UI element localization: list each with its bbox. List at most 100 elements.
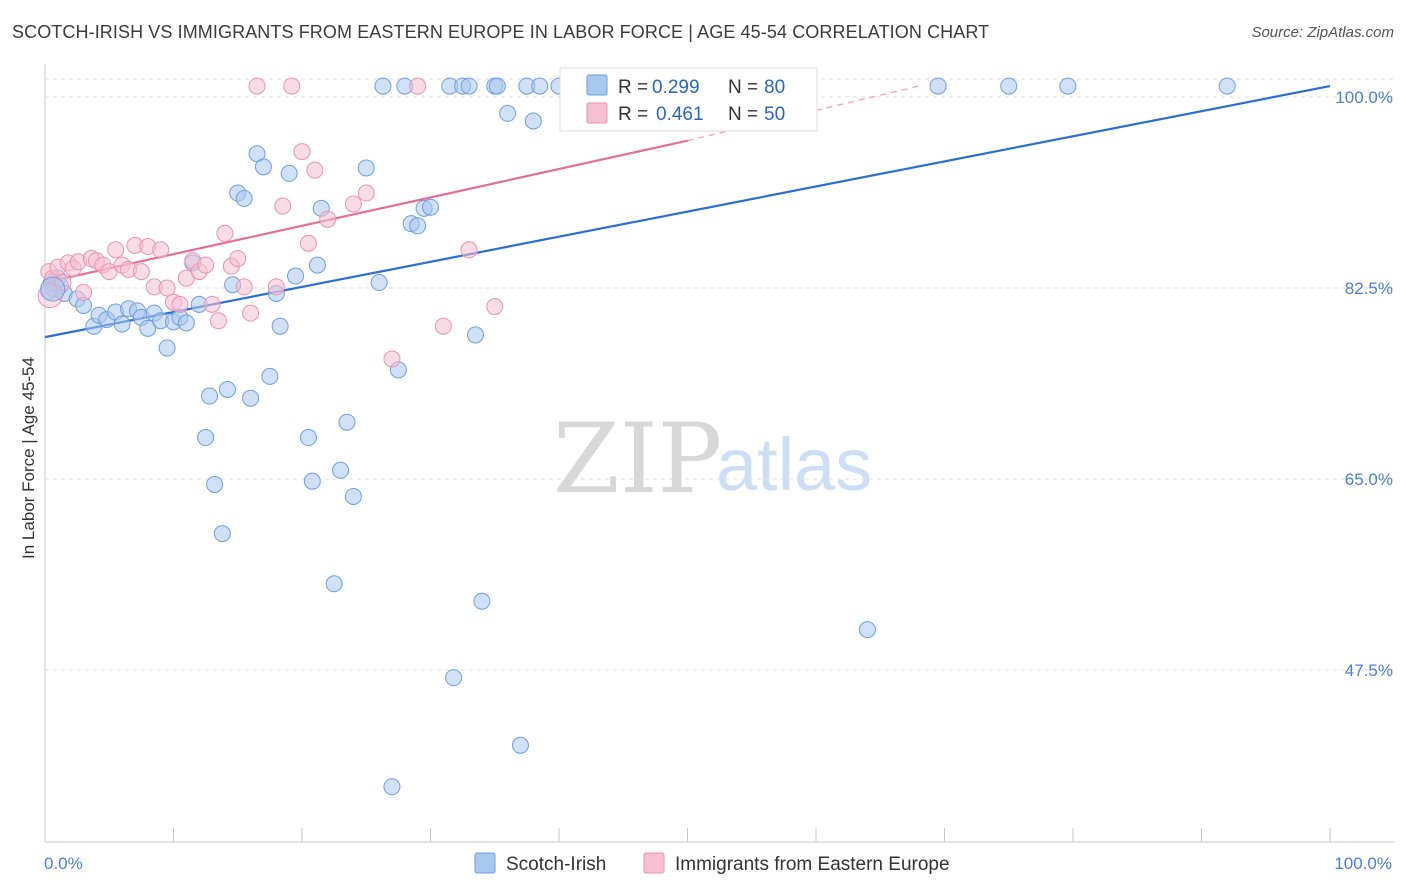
eastern-europe-point [132, 263, 150, 281]
eastern-europe-point [357, 184, 375, 202]
scotch-irish-point [332, 461, 350, 479]
scotch-irish-point [280, 164, 298, 182]
eastern-europe-point [197, 256, 215, 274]
y-tick-label: 100.0% [1335, 88, 1393, 107]
scotch-irish-point [531, 77, 549, 95]
scotch-irish-point [466, 326, 484, 344]
scotch-irish-point [338, 413, 356, 431]
scotch-irish-point [445, 669, 463, 687]
eastern-europe-point [344, 195, 362, 213]
trend-layer [44, 85, 1331, 339]
source-label: Source: ZipAtlas.com [1251, 24, 1394, 41]
bottom-legend-swatch-blue [474, 852, 496, 874]
eastern-europe-point [75, 283, 93, 301]
y-tick-label: 47.5% [1345, 661, 1393, 680]
scotch-irish-point [1218, 77, 1236, 95]
eastern-europe-point [434, 317, 452, 335]
scotch-irish-point [287, 267, 305, 285]
bottom-legend-swatch-pink [643, 852, 665, 874]
scotch-irish-point-large [40, 276, 66, 302]
bottom-legend-label-pink: Immigrants from Eastern Europe [675, 854, 950, 875]
scotch-irish-point [271, 317, 289, 335]
legend-r-label-pink: R = [618, 104, 648, 125]
eastern-europe-point [306, 161, 324, 179]
scotch-irish-point [929, 77, 947, 95]
scotch-irish-point [213, 525, 231, 543]
eastern-europe-point [248, 77, 266, 95]
scotch-irish-point [473, 592, 491, 610]
scotch-irish-point [383, 778, 401, 796]
eastern-europe-point [158, 279, 176, 297]
scotch-irish-point [858, 621, 876, 639]
scotch-irish-point [374, 77, 392, 95]
eastern-europe-point [319, 210, 337, 228]
legend-swatch-pink [586, 102, 608, 124]
scotch-irish-point [524, 112, 542, 130]
y-tick-label: 65.0% [1345, 470, 1393, 489]
scotch-irish-point [139, 319, 157, 337]
top-legend: R = 0.299 N = 80 R = 0.461 N = 50 [559, 67, 818, 132]
scotch-irish-point [1000, 77, 1018, 95]
eastern-europe-point [274, 197, 292, 215]
eastern-europe-point [460, 241, 478, 259]
axis-layer: 47.5% 65.0% 82.5% 100.0% [44, 64, 1395, 843]
legend-n-value-pink: 50 [764, 104, 785, 125]
scotch-irish-point [488, 77, 506, 95]
legend-r-value-blue: 0.299 [652, 77, 700, 98]
x-tick-label-end: 100.0% [1334, 854, 1392, 873]
legend-r-label-blue: R = [618, 77, 648, 98]
eastern-europe-point [242, 304, 260, 322]
scotch-irish-point [299, 429, 317, 447]
scotch-irish-point [499, 104, 517, 122]
scotch-irish-point [1059, 77, 1077, 95]
scotch-irish-point [242, 389, 260, 407]
watermark-zip: ZIP [553, 403, 722, 515]
eastern-europe-point [283, 77, 301, 95]
eastern-europe-point [209, 312, 227, 330]
eastern-europe-point [203, 295, 221, 313]
eastern-europe-point [171, 295, 189, 313]
eastern-europe-point [267, 278, 285, 296]
x-tick-label-start: 0.0% [44, 854, 83, 873]
scotch-irish-point [370, 274, 388, 292]
legend-n-label-pink: N = [728, 104, 758, 125]
scotch-irish-point [308, 256, 326, 274]
legend-r-value-pink: 0.461 [656, 104, 704, 125]
scotch-irish-point [235, 190, 253, 208]
scotch-irish-point [177, 314, 195, 332]
legend-n-label-blue: N = [728, 77, 758, 98]
legend-swatch-blue [586, 74, 608, 96]
eastern-europe-point [299, 234, 317, 252]
scotch-irish-point [344, 487, 362, 505]
scotch-irish-point [511, 736, 529, 754]
y-axis-title: In Labor Force | Age 45-54 [19, 357, 38, 559]
scotch-irish-point [261, 367, 279, 385]
legend-n-value-blue: 80 [764, 77, 785, 98]
eastern-europe-point [383, 350, 401, 368]
eastern-europe-point [107, 241, 125, 259]
scotch-irish-point [460, 77, 478, 95]
scotch-irish-point [303, 472, 321, 490]
eastern-europe-trendline-extension [687, 85, 919, 142]
eastern-europe-point [486, 298, 504, 316]
scotch-irish-point [200, 387, 218, 405]
eastern-europe-point [229, 250, 247, 268]
scotch-irish-point [254, 158, 272, 176]
bottom-legend-label-blue: Scotch-Irish [506, 854, 606, 875]
grid-layer [45, 78, 1395, 671]
scotch-irish-point [409, 217, 427, 235]
scotch-irish-point [357, 159, 375, 177]
scotch-irish-point [325, 575, 343, 593]
eastern-europe-point [235, 278, 253, 296]
scotch-irish-point [113, 315, 131, 333]
scotch-irish-trendline [44, 85, 1331, 339]
watermark-atlas: atlas [716, 423, 872, 506]
eastern-europe-trendline [44, 139, 688, 284]
eastern-europe-point [409, 77, 427, 95]
scotch-irish-point [206, 475, 224, 493]
bottom-legend: Scotch-Irish Immigrants from Eastern Eur… [474, 852, 950, 875]
scotch-irish-point [197, 429, 215, 447]
eastern-europe-point [293, 143, 311, 161]
y-tick-label: 82.5% [1345, 279, 1393, 298]
